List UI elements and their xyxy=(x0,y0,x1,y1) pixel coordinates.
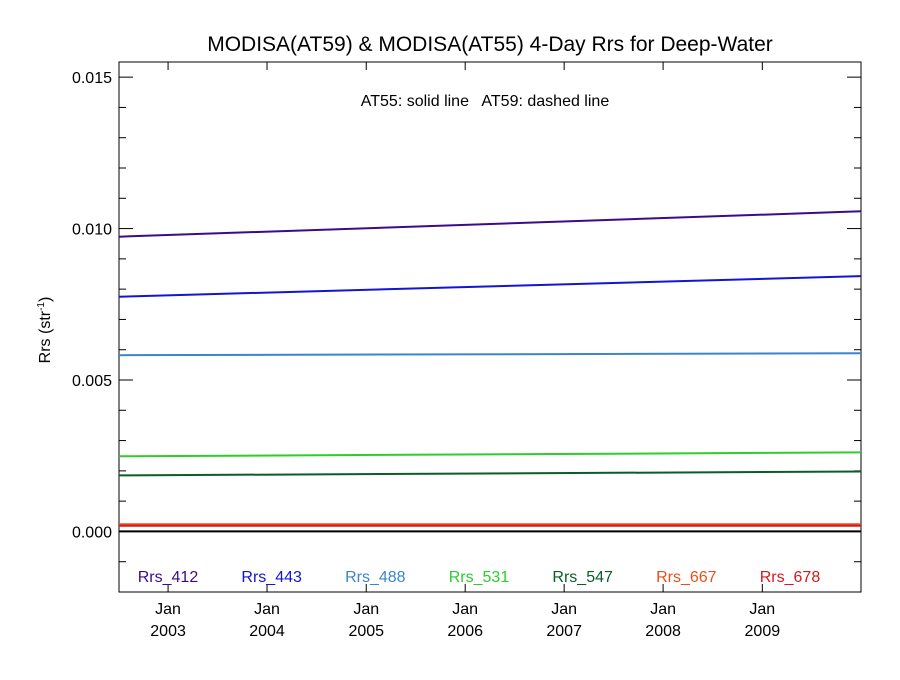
series-line-rrs-547 xyxy=(118,470,862,477)
x-tick-label-month: Jan xyxy=(155,601,181,618)
series-line-rrs-531 xyxy=(118,451,862,458)
x-tick-label-month: Jan xyxy=(650,601,676,618)
legend-entry: Rrs_412 xyxy=(138,569,199,586)
x-tick-label-year: 2009 xyxy=(745,623,781,640)
x-tick-label-month: Jan xyxy=(353,601,379,618)
y-axis-label-text: Rrs (str xyxy=(37,310,54,363)
x-tick-label-month: Jan xyxy=(551,601,577,618)
y-tick-label: 0.015 xyxy=(72,70,112,87)
legend-entry: Rrs_488 xyxy=(345,569,406,586)
x-tick-label-month: Jan xyxy=(452,601,478,618)
series-line-rrs-412 xyxy=(118,210,862,238)
x-tick-label-year: 2008 xyxy=(645,623,681,640)
series-line-rrs-443 xyxy=(118,275,862,298)
x-tick-label-year: 2006 xyxy=(447,623,483,640)
y-axis-label-superscript: -1 xyxy=(36,302,47,311)
legend-entry: Rrs_443 xyxy=(241,569,302,586)
x-tick-label-year: 2003 xyxy=(150,623,186,640)
legend-entry: Rrs_667 xyxy=(656,569,717,586)
plot-area: 0.000 0.005 0.010 0.015 Jan 2003 Jan 2004 Jan 200… xyxy=(72,61,862,640)
y-axis-label-tail: ) xyxy=(37,297,54,302)
x-tick-label-month: Jan xyxy=(254,601,280,618)
x-tick-label-year: 2004 xyxy=(249,623,285,640)
y-axis-label: Rrs (str-1) xyxy=(36,297,54,364)
y-tick-label: 0.005 xyxy=(72,373,112,390)
x-tick-label-year: 2005 xyxy=(348,623,384,640)
series-line-rrs-488 xyxy=(118,352,862,357)
legend-entry: Rrs_678 xyxy=(760,569,821,586)
y-tick-label: 0.010 xyxy=(72,222,112,239)
y-tick-label: 0.000 xyxy=(72,524,112,541)
chart-annotation: AT55: solid line AT59: dashed line xyxy=(361,93,610,110)
x-tick-label-month: Jan xyxy=(749,601,775,618)
x-tick-label-year: 2007 xyxy=(546,623,582,640)
legend-entry: Rrs_531 xyxy=(449,569,510,586)
chart-title: MODISA(AT59) & MODISA(AT55) 4-Day Rrs fo… xyxy=(207,33,773,56)
plot-frame xyxy=(118,61,862,593)
legend-entry: Rrs_547 xyxy=(552,569,613,586)
